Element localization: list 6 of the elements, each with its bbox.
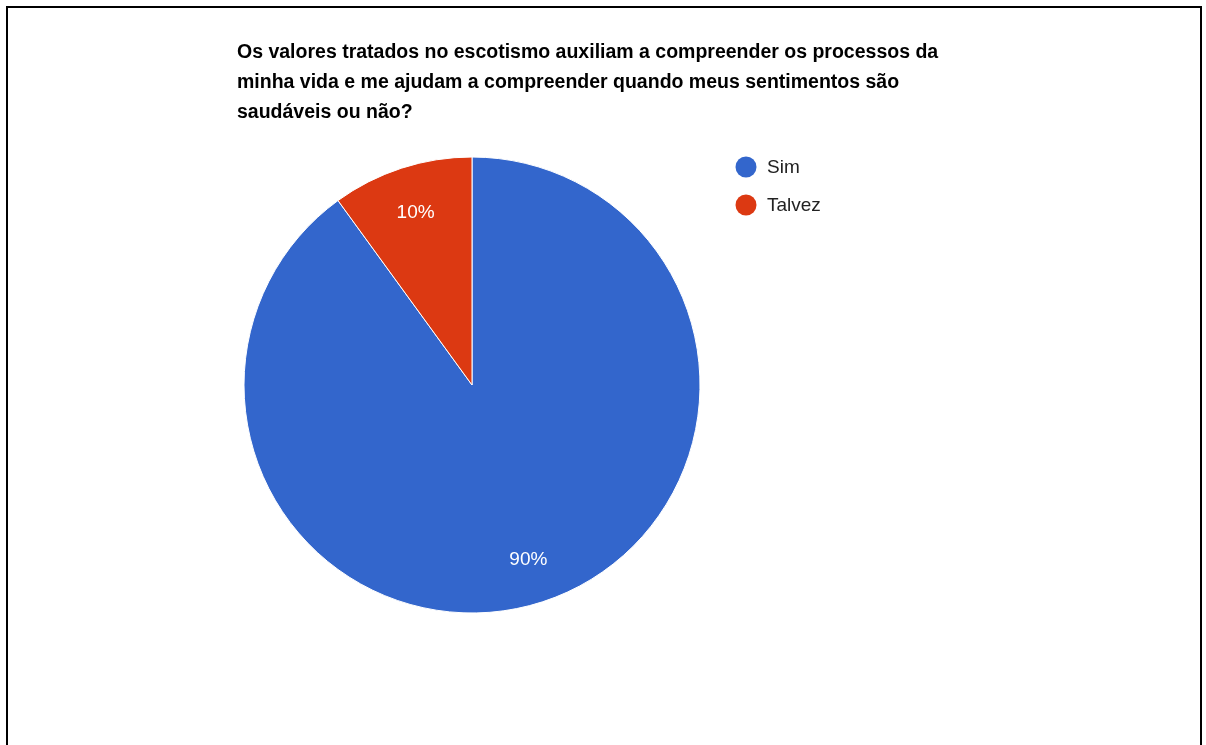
legend-label: Sim [767, 156, 800, 178]
data-label: 90% [509, 547, 548, 569]
legend-label: Talvez [767, 194, 821, 216]
pie-slice [243, 156, 701, 614]
data-label: 10% [396, 201, 435, 223]
chart-title: Os valores tratados no escotismo auxiliam a compreender os processos da minha vida e me ajudam a compreender quando meus sentimentos são saudáveis ou não? [237, 39, 940, 124]
